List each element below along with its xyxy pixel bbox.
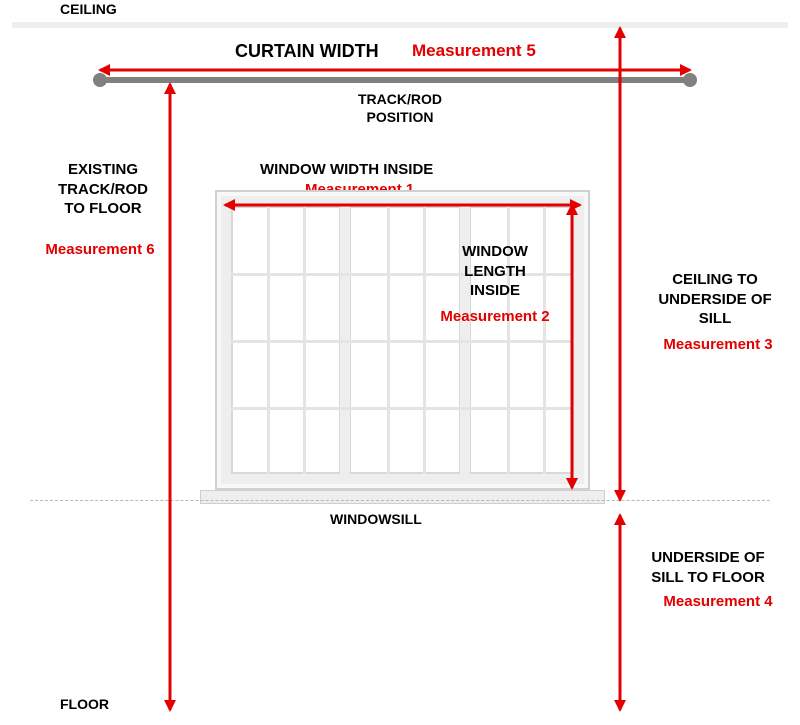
underside-to-floor-l2: SILL TO FLOOR: [651, 569, 765, 586]
curtain-rod: [100, 77, 690, 83]
window-frame: [221, 196, 584, 484]
ceiling-to-sill-l3: SILL: [699, 310, 732, 327]
window-length-l2: LENGTH: [464, 263, 526, 280]
muntin-h: [231, 407, 574, 410]
floor-label: FLOOR: [60, 695, 109, 713]
track-rod-position-l1: TRACK/ROD: [358, 91, 442, 107]
existing-l2: TRACK/ROD: [58, 181, 148, 198]
track-rod-position-l2: POSITION: [367, 109, 434, 125]
muntin-v: [267, 206, 270, 474]
ceiling-label: CEILING: [60, 0, 117, 18]
window-length-inside-label: WINDOW LENGTH INSIDE: [435, 242, 555, 301]
measurement-3-label: Measurement 3: [648, 335, 788, 355]
muntin-v: [303, 206, 306, 474]
rod-end-right: [683, 73, 697, 87]
existing-l1: EXISTING: [68, 161, 138, 178]
underside-to-floor-label: UNDERSIDE OF SILL TO FLOOR: [628, 548, 788, 587]
existing-track-label: EXISTING TRACK/ROD TO FLOOR: [48, 160, 158, 219]
ceiling-to-sill-l2: UNDERSIDE OF: [658, 291, 771, 308]
window: [215, 190, 590, 490]
measurement-4-label: Measurement 4: [648, 592, 788, 612]
muntin-h: [231, 340, 574, 343]
measurement-6-label: Measurement 6: [30, 240, 170, 260]
underside-to-floor-l1: UNDERSIDE OF: [651, 549, 764, 566]
window-length-l3: INSIDE: [470, 282, 520, 299]
rod-end-left: [93, 73, 107, 87]
curtain-measure-diagram: CEILING CURTAIN WIDTH Measurement 5 TRAC…: [0, 0, 800, 725]
muntin-v: [423, 206, 426, 474]
measurement-2-label: Measurement 2: [425, 307, 565, 327]
ceiling-to-sill-label: CEILING TO UNDERSIDE OF SILL: [640, 270, 790, 329]
window-width-inside-label: WINDOW WIDTH INSIDE: [260, 160, 433, 180]
measurement-5-label: Measurement 5: [412, 40, 536, 62]
ceiling-to-sill-l1: CEILING TO: [672, 271, 758, 288]
curtain-width-label: CURTAIN WIDTH: [235, 40, 379, 63]
windowsill-label: WINDOWSILL: [330, 510, 422, 528]
ceiling-line: [12, 22, 788, 28]
muntin-v: [387, 206, 390, 474]
existing-l3: TO FLOOR: [64, 200, 141, 217]
window-length-l1: WINDOW: [462, 243, 528, 260]
sill-dash-line: [30, 500, 770, 501]
windowsill: [200, 490, 605, 504]
track-rod-position-label: TRACK/ROD POSITION: [300, 90, 500, 126]
